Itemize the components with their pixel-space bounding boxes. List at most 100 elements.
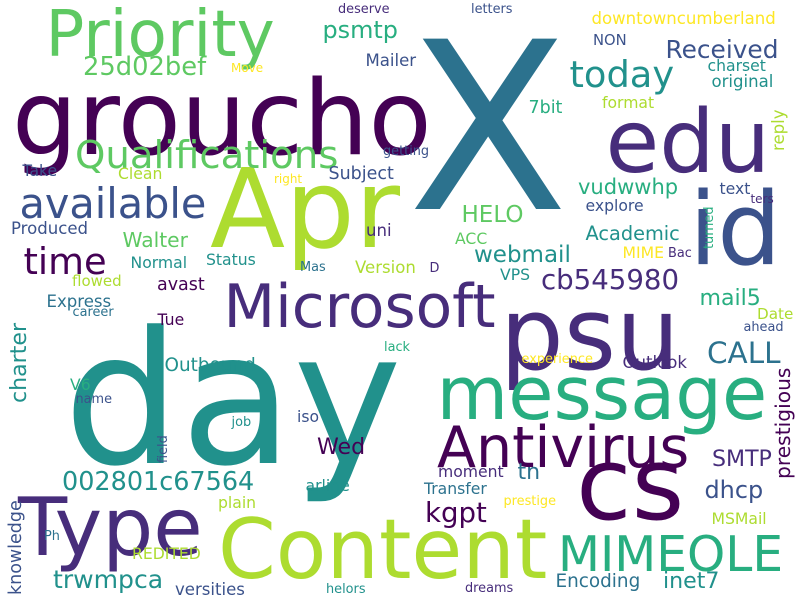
word-subject: Subject	[328, 163, 394, 184]
word-psmtp: psmtp	[322, 16, 398, 45]
word-right: right	[274, 171, 303, 186]
word-iso: iso	[297, 406, 320, 426]
word-take: Take	[22, 160, 58, 180]
word-content: Content	[218, 500, 548, 598]
word-edu: edu	[605, 90, 771, 193]
word-flowed: flowed	[72, 271, 122, 290]
word-groucho: groucho	[12, 59, 432, 180]
word-trwmpca: trwmpca	[53, 565, 164, 595]
word-ahead: ahead	[743, 319, 784, 335]
word-clean: Clean	[118, 163, 163, 183]
word-date: Date	[757, 304, 794, 323]
word-kgpt: kgpt	[425, 496, 487, 530]
word-reply: reply	[768, 109, 788, 151]
word-microsoft: Microsoft	[223, 271, 496, 342]
word-non: NON	[593, 32, 627, 50]
word-text: text	[719, 178, 751, 198]
word-mime: MIME	[622, 242, 664, 262]
word-express: Express	[46, 291, 112, 311]
word-uni: uni	[366, 220, 392, 240]
word-mas: Mas	[300, 259, 326, 275]
word-plain: plain	[218, 492, 257, 512]
word-bac: Bac	[668, 245, 692, 261]
word-cs: cs	[576, 425, 685, 544]
word-vps: VPS	[500, 264, 531, 284]
word-moment: moment	[438, 461, 504, 481]
word-vudwwhp: vudwwhp	[578, 174, 679, 200]
word-acc: ACC	[455, 228, 488, 248]
word-knowledge: knowledge	[6, 500, 27, 595]
word-outlook: Outlook	[622, 352, 687, 372]
word-wed: Wed	[317, 434, 366, 460]
word-getting: getting	[383, 143, 430, 159]
word-charset: charset	[707, 55, 766, 75]
word-explore: explore	[585, 195, 644, 215]
word-deserve: deserve	[338, 1, 390, 17]
word-cb545980: cb545980	[541, 263, 680, 297]
word-x: X	[408, 0, 569, 266]
word-experience: experience	[521, 351, 593, 367]
word-outbound: Outbound	[164, 354, 256, 376]
word-format: format	[602, 92, 655, 112]
word-ph: Ph	[44, 528, 60, 544]
word-7bit: 7bit	[528, 97, 563, 118]
word-lack: lack	[384, 339, 411, 355]
word-ters: ters	[750, 191, 774, 206]
word-status: Status	[206, 249, 256, 269]
word-tn: tn	[517, 459, 541, 485]
word-qualifications: Qualifications	[75, 132, 339, 178]
word-id: id	[689, 170, 782, 289]
word-produced: Produced	[11, 218, 89, 238]
word-name: name	[75, 391, 113, 407]
word-prestige: prestige	[503, 493, 557, 509]
word-webmail: webmail	[474, 242, 571, 268]
word-transfer: Transfer	[424, 478, 487, 498]
word-move: Move	[231, 60, 264, 75]
word-dhcp: dhcp	[704, 476, 764, 505]
word-time: time	[23, 239, 107, 283]
word-prestigious: prestigious	[770, 367, 795, 479]
word-received: Received	[665, 35, 779, 65]
word-25d02bef: 25d02bef	[83, 52, 207, 83]
word-v6: V6	[70, 374, 91, 394]
word-day: day	[63, 293, 402, 507]
word-d: D	[429, 260, 440, 276]
word-academic: Academic	[585, 221, 680, 245]
word-field: field	[155, 435, 171, 463]
word-mail5: mail5	[699, 285, 761, 311]
word-original: original	[711, 71, 774, 91]
word-antivirus: Antivirus	[437, 415, 690, 482]
word-mimeole: MIMEOLE	[558, 527, 784, 584]
word-msmail: MSMail	[711, 508, 767, 528]
word-inet7: inet7	[663, 568, 720, 594]
word-helors: helors	[326, 581, 366, 597]
word-message: message	[436, 352, 768, 438]
word-helo: HELO	[461, 202, 524, 228]
word-avast: avast	[157, 274, 205, 295]
word-charter: charter	[6, 322, 32, 403]
word-walter: Walter	[122, 227, 188, 252]
word-normal: Normal	[130, 252, 188, 272]
word-today: today	[569, 52, 675, 96]
word-priority: Priority	[45, 0, 275, 72]
word-version: Version	[355, 257, 416, 277]
word-dreams: dreams	[465, 580, 514, 596]
word-letters: letters	[471, 1, 513, 17]
word-redited: REDITED	[132, 543, 201, 563]
word-versities: versities	[175, 579, 245, 599]
word-job: job	[231, 414, 252, 430]
word-psu: psu	[500, 275, 680, 393]
word-arline: arline	[305, 475, 350, 495]
word-career: career	[72, 304, 114, 320]
word-type: Type	[18, 480, 203, 575]
word-available: available	[19, 179, 207, 228]
word-turned: turned	[701, 206, 717, 249]
word-encoding: Encoding	[555, 570, 641, 592]
word-002801c67564: 002801c67564	[62, 467, 255, 498]
word-apr: Apr	[210, 145, 400, 274]
word-downtowncumberland: downtowncumberland	[591, 8, 776, 28]
word-mailer: Mailer	[365, 50, 417, 70]
word-call: CALL	[707, 336, 781, 371]
word-tue: Tue	[157, 309, 185, 329]
